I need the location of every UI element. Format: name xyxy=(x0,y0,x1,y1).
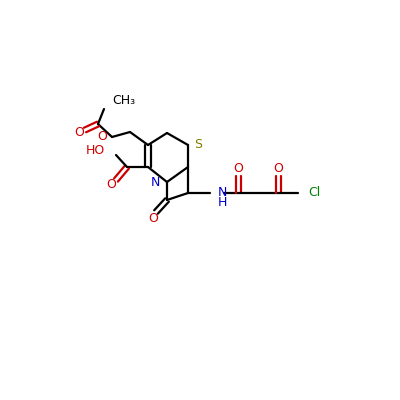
Text: O: O xyxy=(106,178,116,192)
Text: O: O xyxy=(233,162,243,176)
Text: O: O xyxy=(273,162,283,176)
Text: S: S xyxy=(194,138,202,150)
Text: O: O xyxy=(97,130,107,144)
Text: HO: HO xyxy=(86,144,105,156)
Text: Cl: Cl xyxy=(308,186,320,200)
Text: O: O xyxy=(74,126,84,140)
Text: H: H xyxy=(218,196,227,208)
Text: N: N xyxy=(151,176,160,188)
Text: CH₃: CH₃ xyxy=(112,94,135,108)
Text: N: N xyxy=(218,186,227,200)
Text: O: O xyxy=(148,212,158,226)
